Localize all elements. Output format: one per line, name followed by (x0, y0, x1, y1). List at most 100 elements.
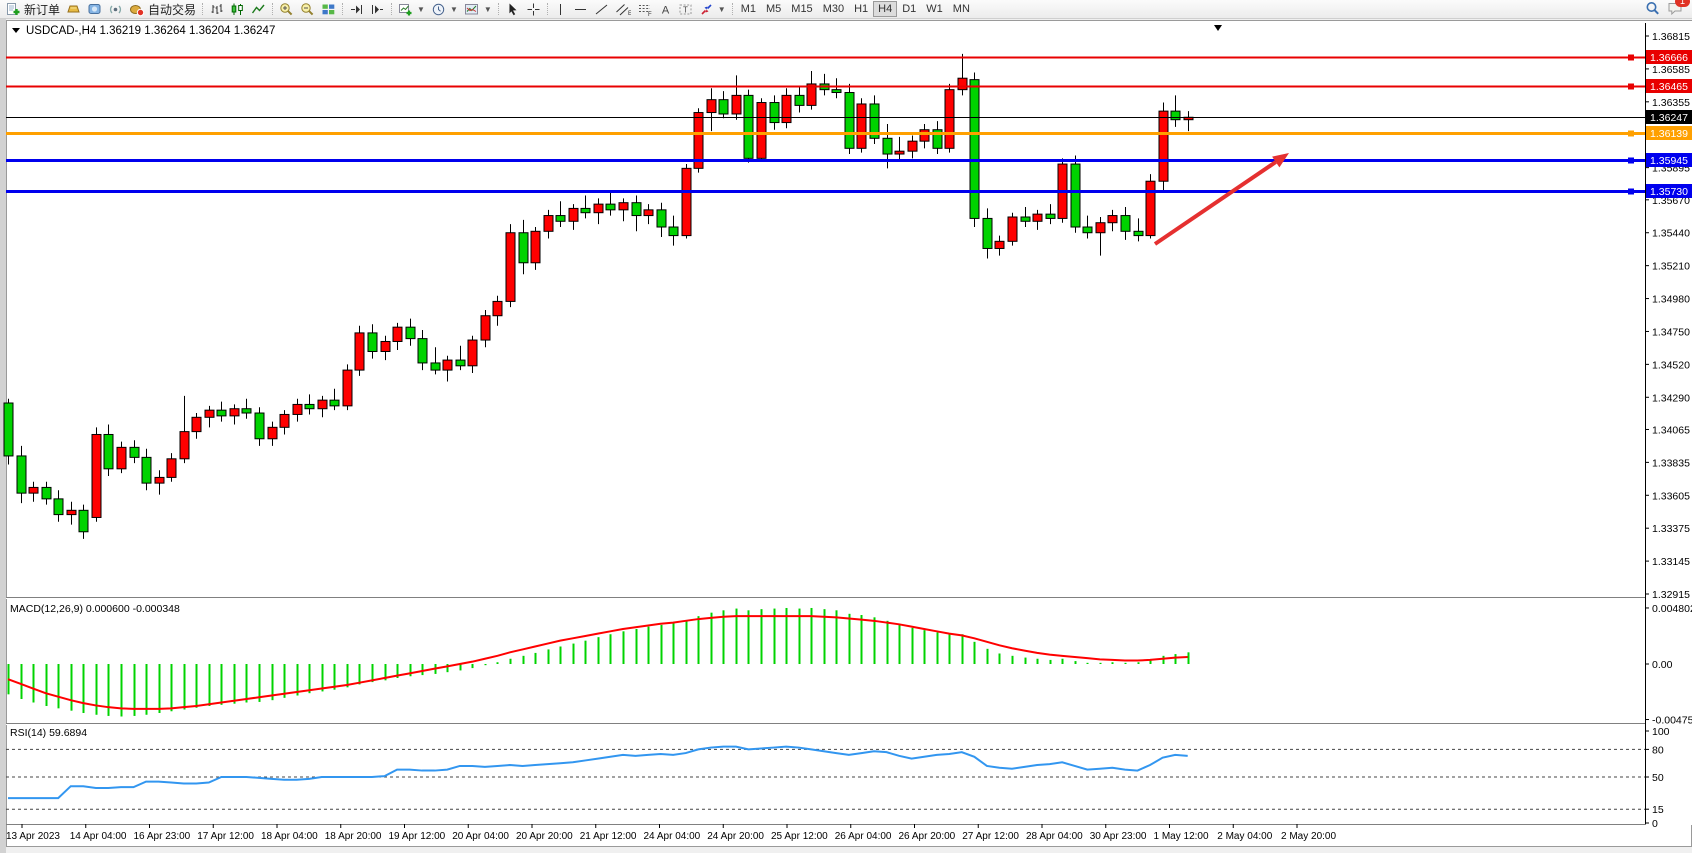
trendline-button[interactable] (591, 1, 612, 18)
candle-body (392, 326, 403, 342)
line-handle[interactable] (1628, 54, 1634, 61)
new-order-button[interactable]: 新订单 (3, 1, 63, 18)
toolbar-separator (202, 3, 204, 15)
timeframe-d1-button[interactable]: D1 (902, 3, 917, 15)
price-badge: 1.36666 (1646, 50, 1692, 64)
templates-button[interactable]: ▼ (461, 1, 495, 18)
timeframe-m1-button[interactable]: M1 (740, 3, 756, 15)
timeframe-m30-button[interactable]: M30 (822, 3, 845, 15)
time-tick-label: 18 Apr 20:00 (325, 831, 382, 842)
autotrading-button[interactable]: 自动交易 (126, 1, 199, 18)
chart-canvas[interactable]: 1.368151.365851.363551.358951.356701.354… (0, 19, 1692, 853)
candle-body (919, 129, 930, 142)
search-icon[interactable] (1645, 1, 1661, 17)
arrows-button[interactable]: ▼ (696, 1, 729, 18)
price-badge-label: 1.35730 (1650, 186, 1688, 198)
candlestick-icon (231, 3, 243, 15)
timeframe-h4-button[interactable]: H4 (873, 1, 898, 17)
comments-button[interactable]: 1 (1667, 0, 1690, 19)
timeframe-h1-button[interactable]: H1 (854, 3, 869, 15)
time-tick-label: 26 Apr 04:00 (835, 831, 892, 842)
auto-scroll-button[interactable] (346, 1, 367, 18)
price-tick-label: 1.34750 (1652, 326, 1690, 338)
candle-body (856, 103, 867, 149)
dropdown-caret-icon: ▼ (717, 4, 726, 14)
candle-body (16, 455, 27, 494)
autotrading-icon (130, 4, 145, 16)
candle-body (907, 140, 918, 152)
signal-icon (109, 5, 122, 13)
candle-body (957, 77, 968, 91)
time-tick-label: 30 Apr 23:00 (1090, 831, 1147, 842)
candle-body (932, 129, 943, 149)
equidistant-channel-button[interactable]: E (612, 1, 634, 18)
price-tick-label: 1.34520 (1652, 359, 1690, 371)
clock-icon (432, 3, 445, 15)
time-tick-label: 14 Apr 04:00 (70, 831, 127, 842)
ea-signal-button[interactable] (105, 1, 126, 18)
time-tick-label: 13 Apr 2023 (6, 831, 60, 842)
line-handle[interactable] (1628, 83, 1634, 90)
period-button[interactable]: ▼ (428, 1, 461, 18)
timeframe-mn-button[interactable]: MN (952, 3, 970, 15)
text-button[interactable]: A (656, 1, 675, 18)
chart-menu-caret[interactable] (12, 28, 20, 33)
cursor-button[interactable] (502, 1, 523, 18)
svg-text:A: A (662, 4, 670, 16)
price-badge: 1.36247 (1646, 110, 1692, 124)
text-label-button[interactable]: T (675, 1, 696, 18)
candle-body (179, 431, 190, 460)
price-badge-label: 1.36666 (1650, 52, 1688, 64)
line-handle[interactable] (1628, 130, 1634, 137)
candle-body (1007, 216, 1018, 242)
new-order-label: 新订单 (24, 2, 61, 17)
horizontal-line-button[interactable] (570, 1, 591, 18)
navigator-button[interactable] (84, 1, 105, 18)
dropdown-caret-icon: ▼ (449, 4, 458, 14)
candle-body (405, 326, 416, 340)
line-chart-type-button[interactable] (248, 1, 269, 18)
tile-windows-button[interactable] (318, 1, 339, 18)
new-chart-button[interactable]: ▼ (395, 1, 428, 18)
macd-scale-label: 0.004802 (1652, 603, 1692, 615)
candle-body (1158, 110, 1169, 182)
trendline-icon (595, 4, 608, 14)
time-tick-label: 28 Apr 04:00 (1026, 831, 1083, 842)
crosshair-icon (527, 3, 540, 15)
timeframe-m15-button[interactable]: M15 (791, 3, 813, 15)
candle-body (743, 94, 754, 159)
timeframe-m5-button[interactable]: M5 (766, 3, 782, 15)
line-handle[interactable] (1628, 188, 1634, 195)
candle-body (894, 150, 905, 155)
bar-chart-type-button[interactable] (206, 1, 227, 18)
zoom-in-button[interactable] (276, 1, 297, 18)
candle-chart-type-button[interactable] (227, 1, 248, 18)
price-tick-label: 1.33835 (1652, 457, 1690, 469)
candle-body (518, 232, 529, 264)
time-tick-label: 24 Apr 04:00 (644, 831, 701, 842)
candle-body (354, 332, 365, 371)
line-handle[interactable] (1628, 157, 1634, 164)
vertical-line-button[interactable] (551, 1, 570, 18)
zoom-out-icon (301, 2, 314, 15)
candle-body (969, 79, 980, 219)
macd-pane (7, 607, 1190, 717)
crosshair-button[interactable] (523, 1, 544, 18)
chart-shift-button[interactable] (367, 1, 388, 18)
market-watch-button[interactable] (63, 1, 84, 18)
timeframe-w1-button[interactable]: W1 (926, 3, 943, 15)
candle-body (166, 458, 177, 478)
toolbar-separator (497, 3, 499, 15)
zoom-out-button[interactable] (297, 1, 318, 18)
fibonacci-button[interactable]: F (634, 1, 656, 18)
price-tick-label: 1.36585 (1652, 64, 1690, 76)
chart-shift-marker[interactable] (1214, 25, 1222, 31)
template-chart-icon (464, 3, 478, 14)
macd-label: MACD(12,26,9) 0.000600 -0.000348 (10, 603, 180, 615)
new-chart-icon (399, 3, 412, 15)
price-tick-label: 1.36355 (1652, 97, 1690, 109)
candle-body (530, 230, 541, 264)
trend-arrow-object[interactable] (1153, 153, 1289, 246)
candle-body (643, 209, 654, 217)
candle-body (28, 486, 39, 494)
